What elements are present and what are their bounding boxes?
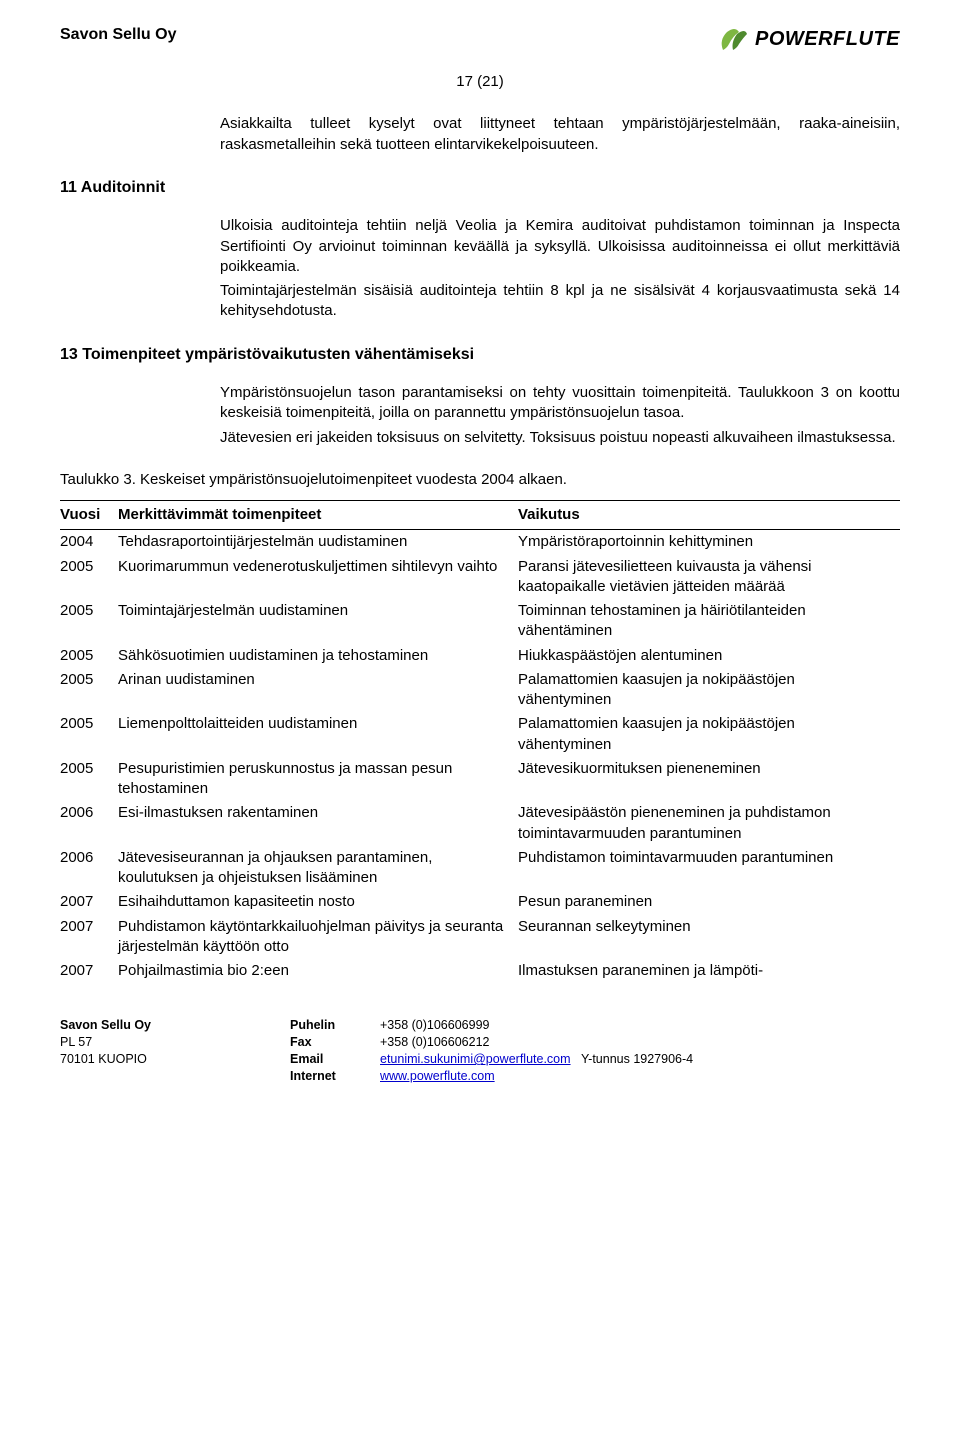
table-row: 2005Liemenpolttolaitteiden uudistaminenP… xyxy=(60,712,900,757)
cell-effect: Jätevesipäästön pieneneminen ja puhdista… xyxy=(518,801,900,846)
table-body: 2004Tehdasraportointijärjestelmän uudist… xyxy=(60,530,900,984)
cell-year: 2007 xyxy=(60,959,118,983)
footer-phone-label: Puhelin xyxy=(290,1017,380,1034)
cell-effect: Paransi jätevesilietteen kuivausta ja vä… xyxy=(518,555,900,600)
measures-table: Vuosi Merkittävimmät toimenpiteet Vaikut… xyxy=(60,500,900,983)
table-header-row: Vuosi Merkittävimmät toimenpiteet Vaikut… xyxy=(60,501,900,530)
footer-ytunnus: Y-tunnus 1927906-4 xyxy=(581,1052,693,1066)
cell-action: Esi-ilmastuksen rakentaminen xyxy=(118,801,518,846)
cell-year: 2007 xyxy=(60,915,118,960)
cell-year: 2005 xyxy=(60,644,118,668)
cell-year: 2005 xyxy=(60,599,118,644)
cell-effect: Ilmastuksen paraneminen ja lämpöti- xyxy=(518,959,900,983)
cell-action: Kuorimarummun vedenerotuskuljettimen sih… xyxy=(118,555,518,600)
footer-addr1: PL 57 xyxy=(60,1034,290,1051)
cell-effect: Hiukkaspäästöjen alentuminen xyxy=(518,644,900,668)
cell-effect: Palamattomien kaasujen ja nokipäästöjen … xyxy=(518,668,900,713)
cell-effect: Toiminnan tehostaminen ja häiriötilantei… xyxy=(518,599,900,644)
table-row: 2007Esihaihduttamon kapasiteetin nostoPe… xyxy=(60,890,900,914)
cell-action: Tehdasraportointijärjestelmän uudistamin… xyxy=(118,530,518,555)
cell-year: 2006 xyxy=(60,801,118,846)
cell-effect: Ympäristöraportoinnin kehittyminen xyxy=(518,530,900,555)
brand-logo-text: POWERFLUTE xyxy=(755,26,900,53)
cell-effect: Seurannan selkeytyminen xyxy=(518,915,900,960)
footer-company: Savon Sellu Oy xyxy=(60,1017,290,1034)
footer-internet-value: www.powerflute.com xyxy=(380,1068,750,1085)
cell-action: Pohjailmastimia bio 2:een xyxy=(118,959,518,983)
cell-action: Jätevesiseurannan ja ohjauksen parantami… xyxy=(118,846,518,891)
cell-year: 2004 xyxy=(60,530,118,555)
footer-email-link[interactable]: etunimi.sukunimi@powerflute.com xyxy=(380,1052,571,1066)
paragraph-internal-audits: Toimintajärjestelmän sisäisiä auditointe… xyxy=(220,281,900,322)
table-caption: Taulukko 3. Keskeiset ympäristönsuojelut… xyxy=(60,470,900,490)
cell-year: 2005 xyxy=(60,555,118,600)
cell-action: Puhdistamon käytöntarkkailuohjelman päiv… xyxy=(118,915,518,960)
cell-action: Pesupuristimien peruskunnostus ja massan… xyxy=(118,757,518,802)
footer-addr2: 70101 KUOPIO xyxy=(60,1051,290,1068)
cell-year: 2005 xyxy=(60,712,118,757)
cell-effect: Jätevesikuormituksen pieneneminen xyxy=(518,757,900,802)
table-row: 2005Pesupuristimien peruskunnostus ja ma… xyxy=(60,757,900,802)
table-row: 2006Esi-ilmastuksen rakentaminenJätevesi… xyxy=(60,801,900,846)
footer-email-value: etunimi.sukunimi@powerflute.com Y-tunnus… xyxy=(380,1051,900,1068)
cell-year: 2005 xyxy=(60,757,118,802)
cell-year: 2005 xyxy=(60,668,118,713)
cell-action: Esihaihduttamon kapasiteetin nosto xyxy=(118,890,518,914)
cell-effect: Puhdistamon toimintavarmuuden parantumin… xyxy=(518,846,900,891)
table-row: 2007Puhdistamon käytöntarkkailuohjelman … xyxy=(60,915,900,960)
footer-internet-link[interactable]: www.powerflute.com xyxy=(380,1069,495,1083)
table-row: 2005Arinan uudistaminenPalamattomien kaa… xyxy=(60,668,900,713)
footer-fax-label: Fax xyxy=(290,1034,380,1051)
leaf-icon xyxy=(717,24,751,54)
table-row: 2004Tehdasraportointijärjestelmän uudist… xyxy=(60,530,900,555)
cell-action: Sähkösuotimien uudistaminen ja tehostami… xyxy=(118,644,518,668)
section-13-heading: 13 Toimenpiteet ympäristövaikutusten väh… xyxy=(60,344,900,366)
cell-action: Liemenpolttolaitteiden uudistaminen xyxy=(118,712,518,757)
page-footer: Savon Sellu Oy Puhelin +358 (0)106606999… xyxy=(60,1017,900,1085)
table-row: 2006Jätevesiseurannan ja ohjauksen paran… xyxy=(60,846,900,891)
paragraph-external-audits: Ulkoisia auditointeja tehtiin neljä Veol… xyxy=(220,216,900,277)
footer-fax-value: +358 (0)106606212 xyxy=(380,1034,750,1051)
cell-effect: Pesun paraneminen xyxy=(518,890,900,914)
footer-internet-label: Internet xyxy=(290,1068,380,1085)
col-header-effect: Vaikutus xyxy=(518,501,900,530)
table-row: 2005Toimintajärjestelmän uudistaminenToi… xyxy=(60,599,900,644)
page-number: 17 (21) xyxy=(60,72,900,92)
cell-year: 2006 xyxy=(60,846,118,891)
section-11-heading: 11 Auditoinnit xyxy=(60,177,900,199)
footer-spacer xyxy=(750,1034,900,1051)
company-name: Savon Sellu Oy xyxy=(60,24,176,46)
footer-spacer xyxy=(750,1068,900,1085)
paragraph-customer-inquiries: Asiakkailta tulleet kyselyt ovat liittyn… xyxy=(220,114,900,155)
col-header-year: Vuosi xyxy=(60,501,118,530)
brand-logo: POWERFLUTE xyxy=(717,24,900,54)
table-row: 2005Kuorimarummun vedenerotuskuljettimen… xyxy=(60,555,900,600)
table-row: 2007Pohjailmastimia bio 2:eenIlmastuksen… xyxy=(60,959,900,983)
table-row: 2005Sähkösuotimien uudistaminen ja tehos… xyxy=(60,644,900,668)
cell-effect: Palamattomien kaasujen ja nokipäästöjen … xyxy=(518,712,900,757)
col-header-action: Merkittävimmät toimenpiteet xyxy=(118,501,518,530)
footer-spacer xyxy=(750,1017,900,1034)
paragraph-measures-1: Ympäristönsuojelun tason parantamiseksi … xyxy=(220,383,900,424)
cell-action: Toimintajärjestelmän uudistaminen xyxy=(118,599,518,644)
footer-phone-value: +358 (0)106606999 xyxy=(380,1017,750,1034)
cell-year: 2007 xyxy=(60,890,118,914)
paragraph-measures-2: Jätevesien eri jakeiden toksisuus on sel… xyxy=(220,428,900,448)
page-header: Savon Sellu Oy POWERFLUTE xyxy=(60,24,900,54)
footer-email-label: Email xyxy=(290,1051,380,1068)
cell-action: Arinan uudistaminen xyxy=(118,668,518,713)
footer-spacer xyxy=(60,1068,290,1085)
